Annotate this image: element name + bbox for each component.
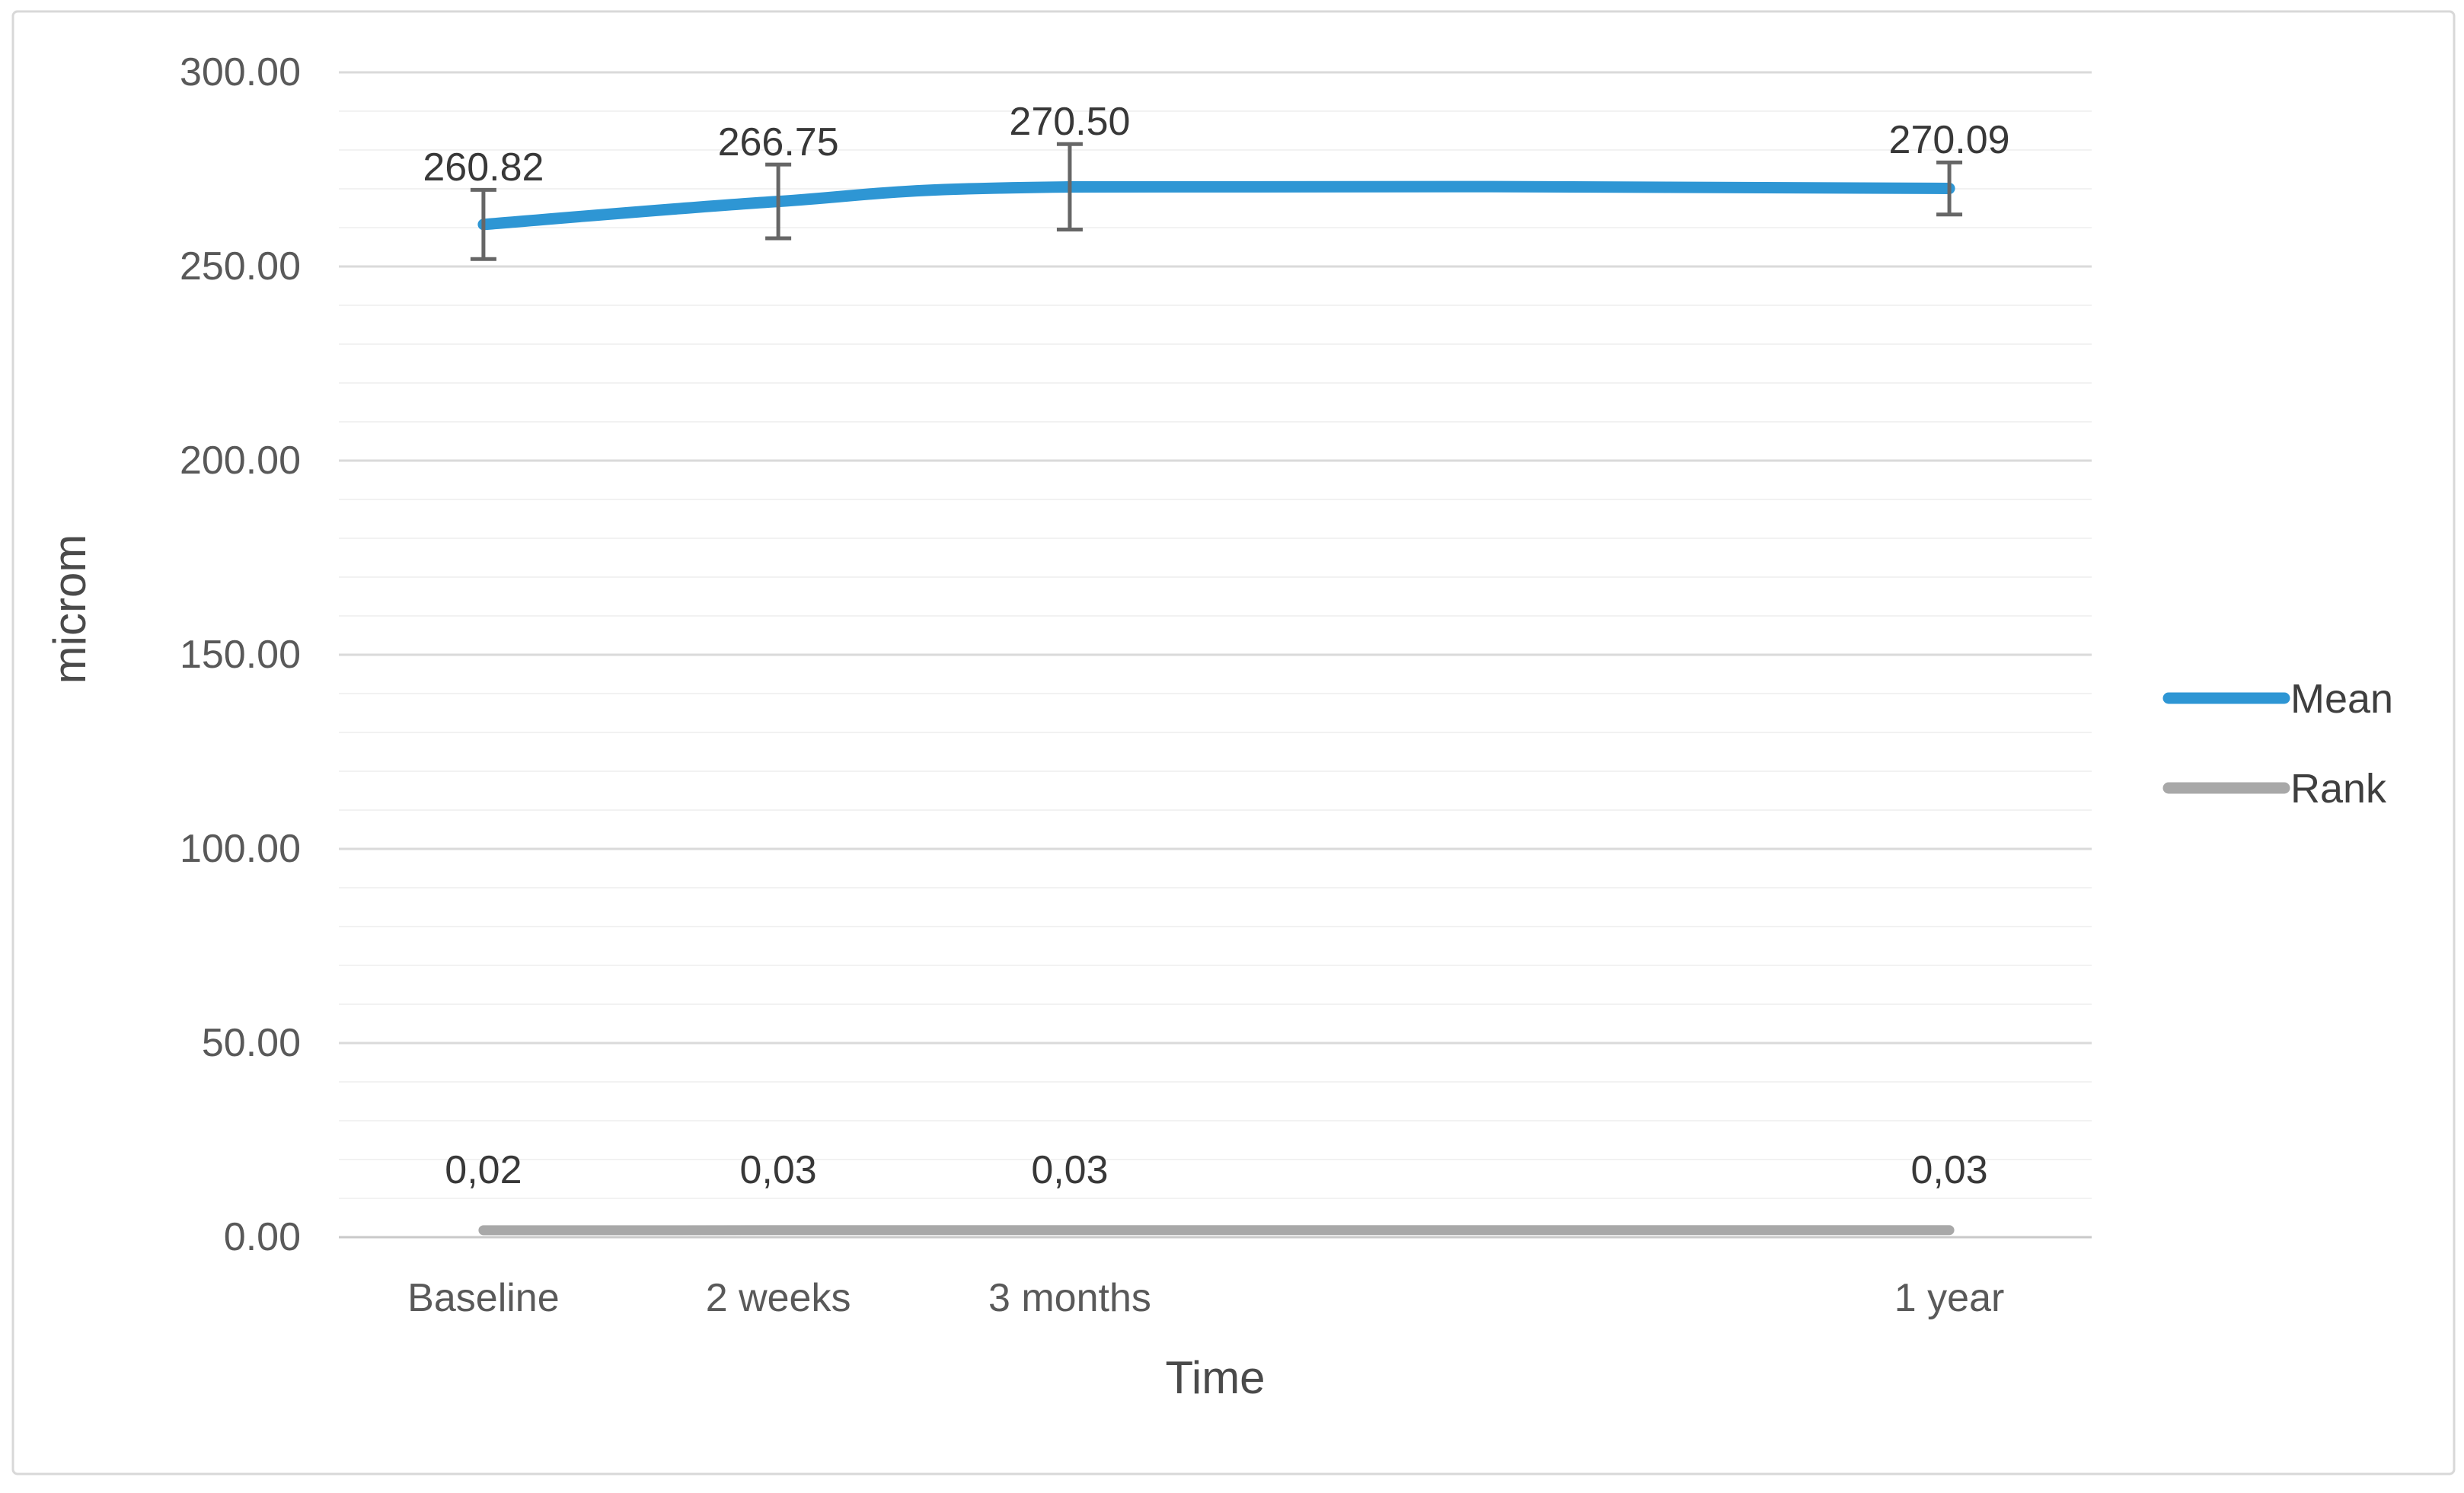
chart-border <box>11 10 2456 1475</box>
rank-data-label: 0,03 <box>1031 1148 1108 1192</box>
series-lines <box>477 180 1955 1236</box>
mean-data-label: 270.50 <box>1009 100 1130 144</box>
mean-data-label: 266.75 <box>718 120 839 164</box>
data-labels: 260.82 266.75 270.50 270.09 0,02 0,03 0,03 0,03 <box>423 100 2009 1192</box>
y-tick-label: 250.00 <box>180 244 301 289</box>
legend-item-mean: Mean <box>2162 676 2393 722</box>
y-axis-tick-labels: 300.00 250.00 200.00 150.00 100.00 50.00 0.00 <box>180 50 301 1259</box>
error-bars <box>470 142 1963 261</box>
legend: Mean Rank <box>2162 676 2393 812</box>
rank-data-label: 0,03 <box>1910 1148 1987 1192</box>
x-tick-label: Baseline <box>407 1276 559 1320</box>
mean-line <box>477 180 1955 231</box>
y-tick-label: 50.00 <box>202 1021 301 1065</box>
y-axis-title: microm <box>44 534 95 684</box>
mean-data-label: 260.82 <box>423 145 544 190</box>
legend-label-rank: Rank <box>2290 766 2387 812</box>
x-axis-title: Time <box>1165 1352 1265 1403</box>
rank-data-label: 0,03 <box>740 1148 817 1192</box>
y-tick-label: 200.00 <box>180 439 301 483</box>
y-tick-label: 300.00 <box>180 50 301 94</box>
y-tick-label: 150.00 <box>180 633 301 677</box>
error-bar <box>1936 160 1963 217</box>
rank-data-label: 0,02 <box>445 1148 522 1192</box>
legend-label-mean: Mean <box>2290 676 2393 722</box>
y-tick-label: 0.00 <box>224 1215 301 1259</box>
x-axis-tick-labels: Baseline 2 weeks 3 months 1 year <box>407 1276 2004 1320</box>
x-tick-label: 2 weeks <box>706 1276 851 1320</box>
error-bar <box>470 187 496 261</box>
x-tick-label: 1 year <box>1894 1276 2005 1320</box>
error-bar <box>765 162 792 241</box>
x-tick-label: 3 months <box>988 1276 1151 1320</box>
legend-item-rank: Rank <box>2162 766 2387 812</box>
mean-data-label: 270.09 <box>1889 118 2010 162</box>
y-tick-label: 100.00 <box>180 827 301 871</box>
gridlines <box>339 71 2092 1239</box>
error-bar <box>1056 142 1083 231</box>
